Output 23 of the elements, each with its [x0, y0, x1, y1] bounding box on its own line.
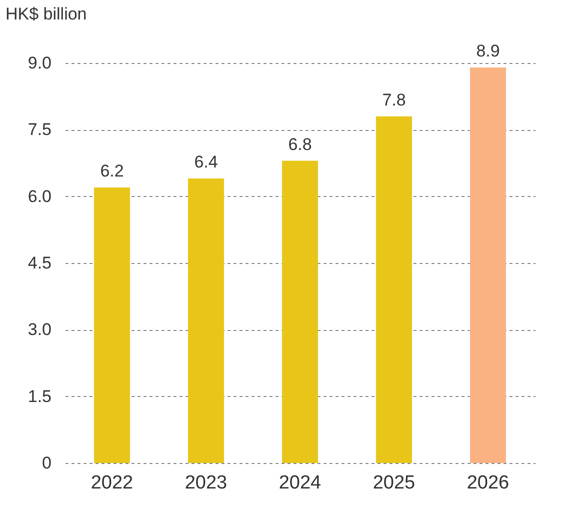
- data-label: 7.8: [382, 90, 406, 110]
- y-tick-label: 6.0: [28, 186, 52, 206]
- y-axis-title: HK$ billion: [6, 4, 87, 24]
- bar: [188, 178, 224, 463]
- x-tick-label: 2023: [184, 472, 228, 494]
- data-label: 6.8: [288, 134, 312, 154]
- bar: [376, 116, 412, 463]
- bar: [94, 187, 130, 463]
- bar: [282, 160, 318, 463]
- x-tick-label: 2024: [278, 472, 322, 494]
- x-tick-label: 2026: [466, 472, 510, 494]
- y-tick-label: 3.0: [28, 320, 52, 340]
- y-tick-label: 4.5: [28, 254, 52, 272]
- bar: [470, 67, 506, 463]
- x-tick-label: 2025: [372, 472, 416, 494]
- y-tick-label: 1.5: [28, 386, 52, 406]
- y-tick-label: 7.5: [28, 120, 52, 140]
- data-label: 8.9: [476, 41, 500, 60]
- y-tick-label: 9.0: [28, 54, 52, 72]
- data-label: 6.4: [194, 152, 218, 172]
- data-label: 6.2: [100, 161, 124, 180]
- x-tick-label: 2022: [90, 472, 134, 494]
- y-tick-label: 0: [42, 454, 52, 472]
